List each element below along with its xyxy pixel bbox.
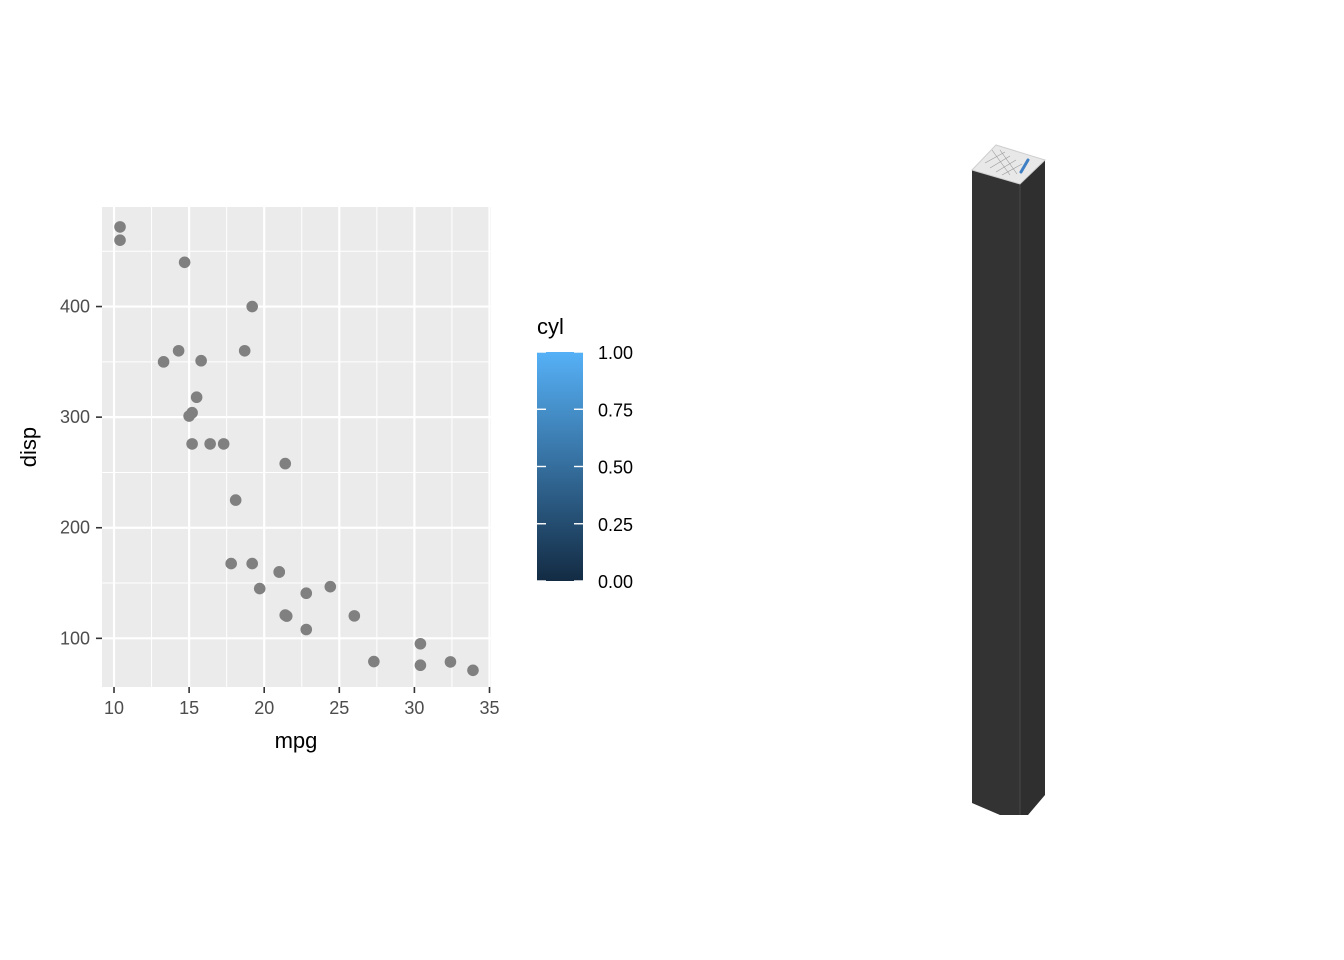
data-point: [368, 655, 380, 668]
data-point: [246, 557, 258, 570]
data-point: [114, 221, 126, 233]
panel-background: [102, 207, 491, 687]
data-point: [253, 582, 266, 595]
pillar-top-mini-plot: [984, 149, 1023, 176]
data-point: [273, 566, 286, 578]
data-point: [414, 637, 427, 650]
pillar-front-face: [972, 170, 1020, 815]
data-point: [229, 494, 242, 506]
legend-title: cyl: [537, 314, 564, 339]
data-point: [186, 438, 198, 450]
data-point: [178, 256, 191, 269]
x-tick-label: 35: [479, 698, 499, 718]
data-point: [444, 656, 457, 668]
colorbar-tick-label: 0.50: [598, 458, 633, 478]
x-axis-title: mpg: [275, 728, 318, 753]
data-point: [467, 664, 479, 677]
pillar-top-colorbar: [1019, 158, 1030, 174]
data-point: [114, 234, 126, 246]
x-tick-label: 10: [104, 698, 124, 718]
colorbar-ticks: 0.00 0.25 0.50 0.75 1.00: [537, 343, 633, 592]
y-tick-label: 200: [60, 518, 90, 538]
colorbar-tick-label: 0.00: [598, 572, 633, 592]
data-point: [324, 580, 337, 593]
x-tick-label: 20: [254, 698, 274, 718]
x-tick-label: 30: [404, 698, 424, 718]
data-point: [300, 623, 313, 636]
data-point: [204, 438, 216, 450]
data-point: [183, 410, 195, 422]
x-tick-label: 15: [179, 698, 199, 718]
colorbar-tick-label: 0.75: [598, 400, 633, 420]
data-point: [172, 344, 185, 357]
y-tick-label: 300: [60, 407, 90, 427]
data-point: [300, 587, 313, 600]
scatter-points: [114, 221, 479, 677]
axes: 10 15 20 25 30 35 100 200 300 400: [60, 297, 500, 718]
data-point: [190, 391, 203, 404]
y-axis-title: disp: [16, 427, 41, 467]
plot-panel: [102, 207, 491, 687]
colorbar-tick-label: 1.00: [598, 343, 633, 363]
x-tick-label: 25: [329, 698, 349, 718]
data-point: [279, 457, 292, 470]
y-tick-label: 100: [60, 628, 90, 648]
colorbar-tick-label: 0.25: [598, 515, 633, 535]
data-point: [217, 438, 230, 450]
data-point: [225, 557, 237, 570]
y-tick-label: 400: [60, 297, 90, 317]
pillar-side-face: [1020, 160, 1045, 815]
data-point: [279, 609, 292, 621]
3d-pillar-render: [971, 144, 1046, 815]
data-point: [246, 300, 258, 313]
data-point: [157, 356, 170, 368]
data-point: [348, 610, 361, 622]
data-point: [238, 344, 251, 357]
data-point: [414, 659, 427, 672]
data-point: [195, 354, 207, 367]
